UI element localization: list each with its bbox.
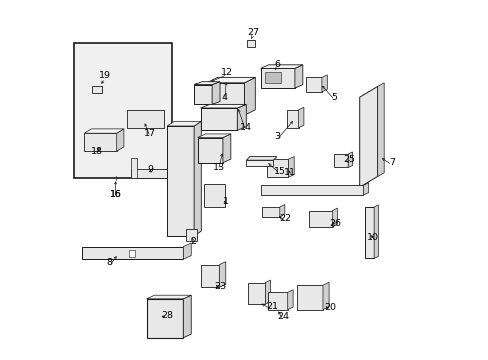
Polygon shape: [265, 280, 270, 304]
Text: 13: 13: [212, 163, 224, 172]
Text: 16: 16: [110, 190, 121, 199]
Text: 19: 19: [99, 71, 111, 80]
Polygon shape: [194, 82, 220, 85]
Polygon shape: [81, 247, 183, 259]
Text: 11: 11: [283, 168, 295, 177]
Text: 5: 5: [331, 93, 337, 102]
Polygon shape: [296, 285, 322, 310]
Polygon shape: [200, 108, 237, 130]
Polygon shape: [197, 138, 223, 163]
Text: 12: 12: [221, 68, 233, 77]
Polygon shape: [333, 154, 347, 167]
Polygon shape: [266, 159, 288, 177]
Polygon shape: [84, 129, 123, 133]
Polygon shape: [212, 82, 220, 104]
Polygon shape: [247, 283, 265, 304]
Polygon shape: [265, 72, 280, 83]
Text: 26: 26: [328, 220, 341, 229]
Polygon shape: [223, 134, 230, 163]
Polygon shape: [194, 85, 212, 104]
Text: 18: 18: [91, 147, 102, 156]
Text: 17: 17: [144, 130, 156, 139]
Text: 14: 14: [239, 123, 251, 132]
Text: 10: 10: [366, 233, 379, 242]
Text: 24: 24: [277, 312, 288, 321]
Polygon shape: [288, 157, 294, 177]
Polygon shape: [260, 68, 294, 88]
Polygon shape: [146, 299, 183, 338]
Polygon shape: [84, 133, 117, 151]
Polygon shape: [186, 166, 192, 178]
Polygon shape: [261, 207, 279, 217]
Text: 27: 27: [247, 28, 259, 37]
Polygon shape: [131, 169, 186, 178]
Polygon shape: [206, 77, 255, 83]
Polygon shape: [200, 265, 219, 287]
Polygon shape: [260, 185, 363, 195]
Polygon shape: [127, 110, 163, 128]
Polygon shape: [219, 262, 225, 287]
Polygon shape: [247, 40, 255, 47]
Text: 23: 23: [214, 282, 225, 291]
Text: 22: 22: [279, 215, 291, 223]
Polygon shape: [321, 75, 326, 92]
Polygon shape: [194, 121, 201, 236]
Polygon shape: [359, 86, 377, 187]
Polygon shape: [117, 129, 123, 151]
Polygon shape: [365, 207, 373, 258]
Polygon shape: [287, 290, 292, 310]
Polygon shape: [377, 83, 384, 176]
Polygon shape: [347, 152, 352, 167]
Polygon shape: [183, 243, 191, 259]
Text: 28: 28: [161, 310, 173, 320]
Text: 6: 6: [273, 60, 279, 69]
Text: 15: 15: [273, 166, 285, 176]
Bar: [73, 43, 172, 178]
Polygon shape: [186, 229, 197, 241]
Polygon shape: [260, 65, 302, 68]
Bar: [129, 250, 134, 257]
Text: 9: 9: [147, 165, 153, 174]
Text: 1: 1: [223, 197, 228, 206]
Polygon shape: [246, 157, 276, 160]
Polygon shape: [91, 86, 102, 93]
Text: 20: 20: [324, 303, 335, 312]
Polygon shape: [183, 295, 191, 338]
Polygon shape: [204, 184, 224, 207]
Polygon shape: [237, 104, 246, 130]
Text: 7: 7: [388, 158, 394, 166]
Polygon shape: [322, 282, 328, 310]
Polygon shape: [279, 204, 284, 217]
Polygon shape: [167, 126, 194, 236]
Polygon shape: [244, 77, 255, 115]
Polygon shape: [146, 295, 191, 299]
Polygon shape: [246, 160, 273, 166]
Text: 4: 4: [221, 93, 227, 102]
Polygon shape: [267, 292, 287, 310]
Polygon shape: [131, 158, 136, 178]
Polygon shape: [363, 183, 368, 195]
Polygon shape: [206, 83, 244, 115]
Text: 25: 25: [343, 155, 355, 163]
Text: 3: 3: [273, 132, 280, 141]
Text: 2: 2: [190, 237, 196, 246]
Polygon shape: [309, 211, 332, 227]
Polygon shape: [306, 77, 321, 92]
Polygon shape: [294, 65, 302, 88]
Text: 21: 21: [265, 302, 278, 311]
Polygon shape: [286, 110, 298, 128]
Text: 16: 16: [109, 190, 122, 199]
Polygon shape: [373, 205, 378, 258]
Polygon shape: [200, 104, 246, 108]
Text: 8: 8: [106, 258, 112, 267]
Polygon shape: [298, 107, 303, 128]
Polygon shape: [332, 208, 337, 227]
Polygon shape: [197, 134, 230, 138]
Polygon shape: [167, 121, 201, 126]
